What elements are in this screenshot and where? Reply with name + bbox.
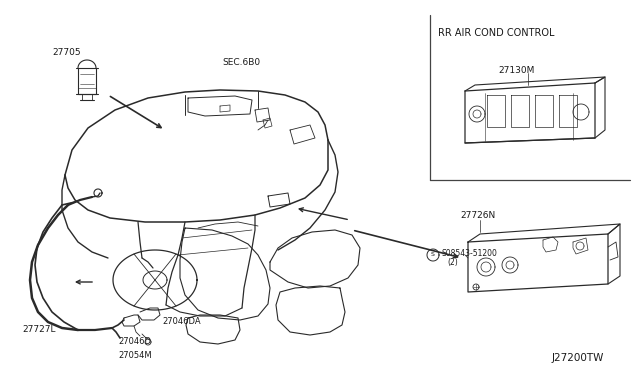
Text: 27046DA: 27046DA [162, 317, 200, 327]
Text: RR AIR COND CONTROL: RR AIR COND CONTROL [438, 28, 554, 38]
Text: 27054M: 27054M [118, 352, 152, 360]
Text: 27130M: 27130M [498, 65, 534, 74]
Text: 27705: 27705 [52, 48, 81, 57]
Text: 27726N: 27726N [460, 211, 495, 219]
Text: (2): (2) [447, 257, 458, 266]
Text: J27200TW: J27200TW [552, 353, 604, 363]
Text: 27727L: 27727L [22, 326, 56, 334]
Text: S08543-51200: S08543-51200 [442, 248, 498, 257]
Text: 27046D: 27046D [118, 337, 151, 346]
Text: S: S [431, 253, 435, 257]
Text: SEC.6B0: SEC.6B0 [222, 58, 260, 67]
